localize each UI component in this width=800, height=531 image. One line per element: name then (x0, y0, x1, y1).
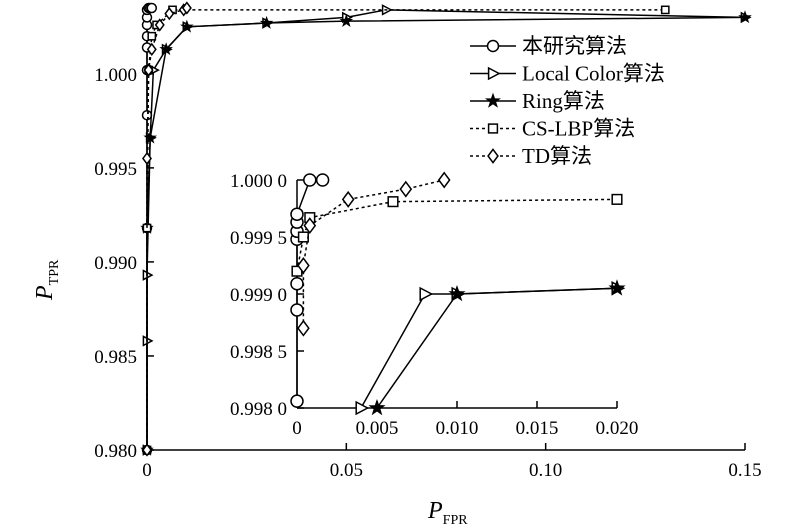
inset-background (192, 166, 624, 442)
inset-plot: 0 0.005 0.010 0.015 0.020 0.998 0 0.998 5 0.999… (192, 166, 638, 442)
x-axis-label: PFPR (427, 498, 468, 528)
main-point-4-5 (164, 6, 175, 21)
legend-marker-3 (487, 123, 499, 134)
main-point-0-11 (146, 2, 158, 14)
inset-x-tick-label-0: 0 (292, 418, 302, 439)
legend: 本研究算法 Local Color算法 Ring算法 CS-LBP算法 TD算法 (466, 33, 714, 169)
inset-point-0-2 (290, 276, 304, 291)
main-point-3-3 (147, 31, 157, 41)
inset-y-tick-label-1: 0.998 5 (230, 342, 287, 363)
main-plot: 0 0.05 0.10 0.15 0.980 0.985 0.990 0.995 1.000 (94, 1, 762, 481)
inset-point-1-1 (419, 286, 434, 302)
legend-entry-3: CS-LBP算法 (466, 115, 714, 142)
inset-point-3-1 (297, 231, 309, 243)
main-point-3-6 (660, 5, 670, 15)
legend-marker-1 (487, 66, 501, 81)
inset-point-3-4 (611, 193, 623, 205)
y-axis-label-sub: TPR (47, 259, 62, 285)
inset-x-tick-label-2: 0.010 (436, 418, 479, 439)
inset-series-td-4 (297, 171, 451, 337)
y-axis-label-main: P (32, 285, 58, 301)
inset-line-td-4 (302, 179, 445, 329)
main-line-td-4 (146, 7, 188, 450)
main-point-2-4 (180, 19, 194, 33)
inset-point-4-3 (341, 190, 355, 208)
inset-point-4-1 (297, 257, 310, 274)
inset-point-0-0 (290, 394, 304, 408)
inset-x-tick-label-3: 0.015 (516, 418, 559, 439)
legend-marker-2 (485, 92, 501, 108)
legend-label-0: 本研究算法 (522, 34, 627, 58)
inset-series-ring-2 (368, 279, 626, 416)
legend-entry-1: Local Color算法 (466, 60, 714, 87)
main-point-4-1 (142, 151, 152, 166)
legend-entry-0: 本研究算法 (466, 33, 714, 59)
y-tick-label-1: 0.985 (94, 347, 137, 368)
main-point-4-0 (142, 443, 152, 457)
inset-point-0-8 (315, 173, 330, 187)
inset-point-0-6 (290, 207, 304, 221)
main-point-4-2 (143, 63, 154, 77)
inset-point-4-4 (399, 180, 413, 198)
x-axis-label-sub: FPR (443, 513, 469, 528)
y-axis-label: PTPR (32, 259, 62, 301)
inset-x-tick-label-4: 0.020 (596, 418, 639, 439)
main-point-2-7 (738, 10, 752, 24)
inset-y-tick-label-0: 0.998 0 (230, 399, 287, 420)
legend-marker-0 (486, 39, 500, 53)
y-tick-label-4: 1.000 (94, 65, 137, 86)
x-tick-label-3: 0.15 (728, 460, 761, 481)
main-point-2-2 (143, 130, 157, 144)
legend-label-1: Local Color算法 (522, 62, 665, 86)
legend-label-3: CS-LBP算法 (522, 117, 635, 141)
legend-label-2: Ring算法 (522, 89, 605, 113)
y-tick-label-2: 0.990 (94, 253, 137, 274)
legend-entry-2: Ring算法 (466, 88, 714, 114)
inset-point-3-3 (387, 196, 399, 208)
inset-point-0-7 (303, 173, 317, 187)
inset-point-1-0 (355, 400, 370, 416)
x-tick-label-2: 0.10 (529, 460, 562, 481)
main-point-4-7 (181, 1, 192, 15)
inset-series-series-0 (290, 173, 330, 408)
inset-x-tick-label-1: 0.005 (356, 418, 399, 439)
y-tick-label-0: 0.980 (94, 441, 137, 462)
inset-y-tick-label-4: 1.000 0 (230, 171, 287, 192)
main-series-td-4 (142, 1, 192, 457)
main-point-2-5 (259, 15, 274, 29)
y-tick-label-3: 0.995 (94, 159, 137, 180)
main-point-4-3 (146, 42, 157, 57)
inset-point-2-2 (608, 279, 626, 296)
inset-point-2-0 (368, 398, 386, 416)
inset-point-0-1 (290, 303, 304, 317)
legend-entry-4: TD算法 (466, 143, 714, 169)
x-tick-label-1: 0.05 (330, 460, 363, 481)
legend-label-4: TD算法 (522, 144, 592, 168)
inset-y-tick-label-3: 0.999 5 (230, 228, 287, 249)
inset-point-4-2 (303, 217, 317, 235)
main-point-2-6 (339, 14, 354, 27)
legend-marker-4 (487, 148, 499, 164)
inset-point-4-0 (297, 319, 310, 337)
inset-point-2-1 (448, 284, 466, 302)
main-point-2-3 (159, 42, 173, 56)
main-point-4-4 (154, 18, 165, 32)
x-axis-label-main: P (427, 498, 443, 524)
inset-y-tick-label-2: 0.999 0 (230, 285, 287, 306)
x-tick-label-0: 0 (142, 460, 152, 481)
inset-point-4-5 (437, 171, 451, 189)
